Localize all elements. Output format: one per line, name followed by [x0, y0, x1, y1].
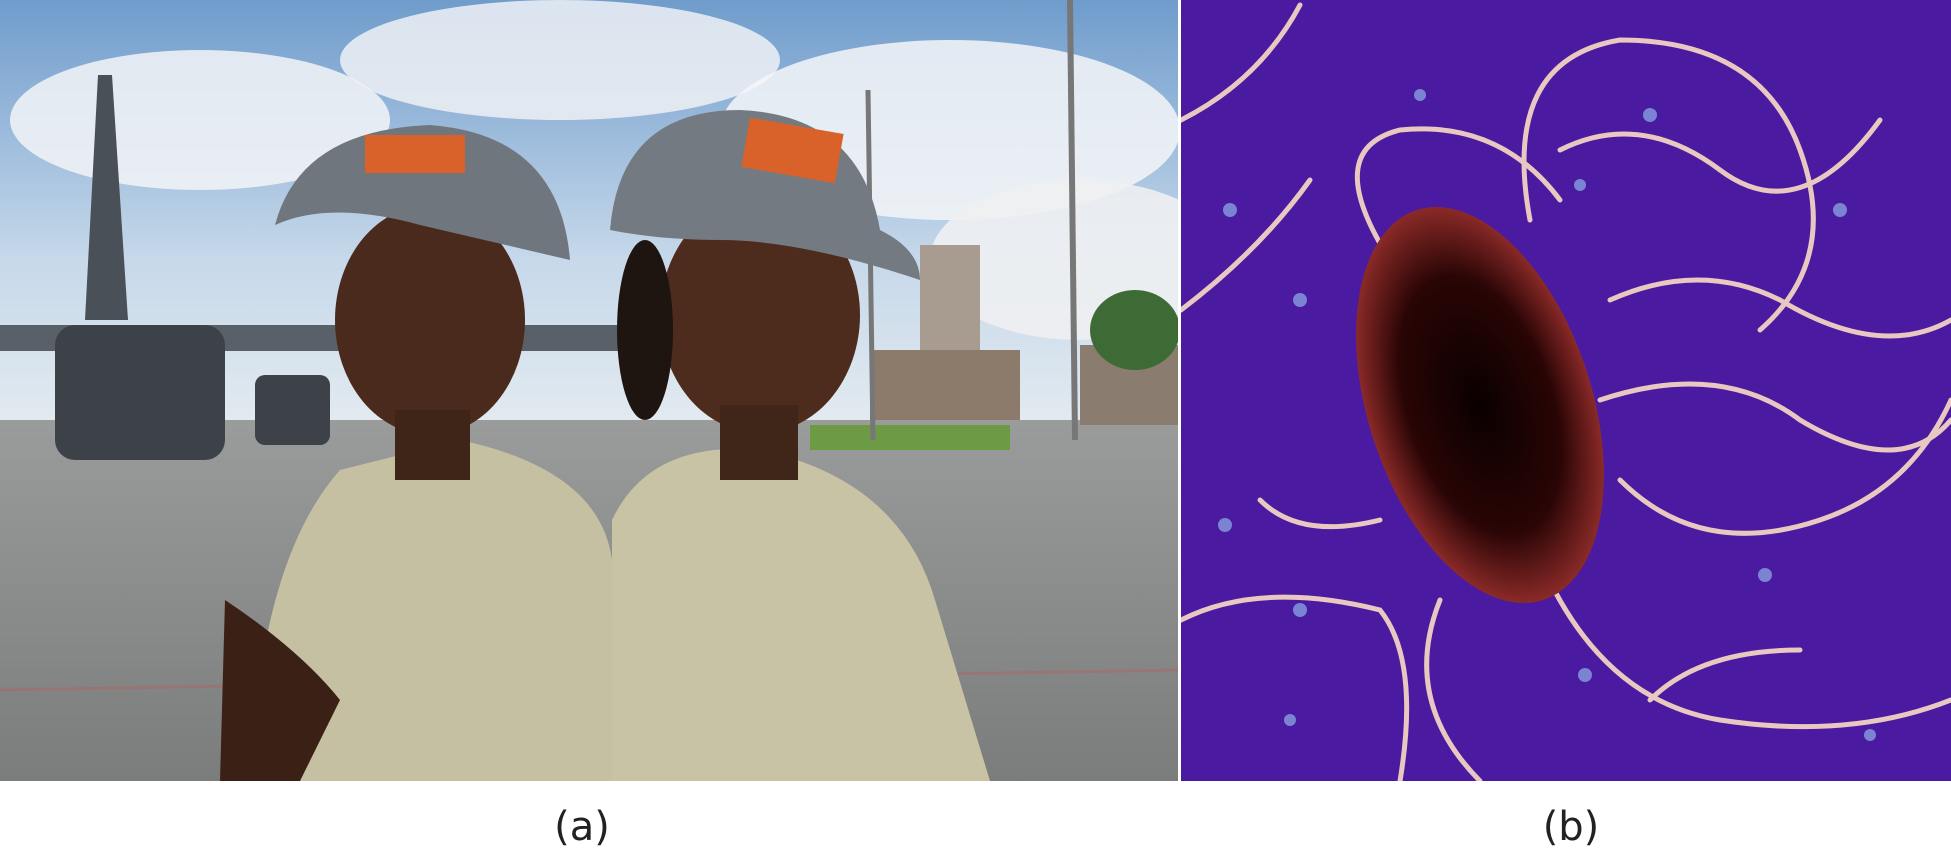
- photo-a: [0, 0, 1178, 781]
- panel-label: (b): [1543, 804, 1600, 850]
- panel-label: (a): [554, 804, 610, 850]
- photo-b: [1181, 0, 1951, 781]
